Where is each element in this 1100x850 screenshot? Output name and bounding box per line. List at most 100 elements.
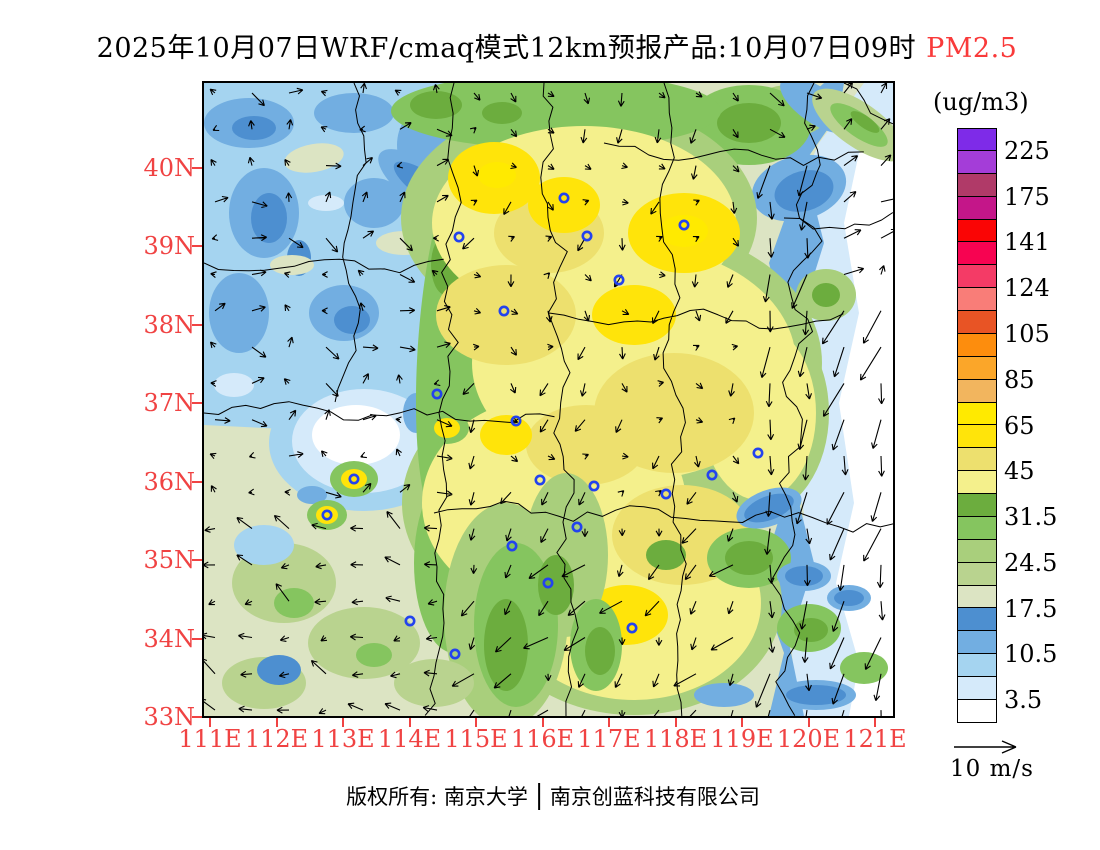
contour-region <box>850 111 880 133</box>
contour-region <box>297 486 327 504</box>
contour-region <box>232 116 276 140</box>
title-main: 2025年10月07日WRF/cmaq模式12km预报产品:10月07日09时 <box>96 33 917 64</box>
legend-cell <box>957 402 997 426</box>
y-axis-tick <box>192 402 202 405</box>
contour-region <box>214 373 254 397</box>
wind-reference-arrow-icon <box>954 740 1017 754</box>
title-pollutant: PM2.5 <box>926 33 1018 64</box>
footer-separator <box>537 782 540 810</box>
city-marker <box>558 192 570 204</box>
contour-region <box>840 652 888 684</box>
legend-cell <box>957 356 997 380</box>
legend-cell <box>957 242 997 266</box>
y-axis-tick-label: 33N <box>143 703 195 732</box>
contour-region <box>410 91 462 119</box>
legend-cell <box>957 631 997 655</box>
legend-cell <box>957 471 997 494</box>
contour-region <box>308 607 420 679</box>
city-marker <box>613 274 625 286</box>
legend-value-label: 10.5 <box>1004 640 1058 669</box>
city-marker <box>506 540 518 552</box>
city-marker <box>321 509 333 521</box>
contour-region <box>836 123 893 716</box>
contour-region <box>725 541 773 575</box>
map-frame <box>202 81 895 718</box>
legend-value-label: 17.5 <box>1004 594 1058 623</box>
contour-region <box>812 283 840 307</box>
legend-cell <box>957 379 997 403</box>
wind-vectors <box>204 83 893 716</box>
legend-cell <box>957 699 997 723</box>
colorbar <box>957 128 997 723</box>
page-title: 2025年10月07日WRF/cmaq模式12km预报产品:10月07日09时 P… <box>97 26 1018 65</box>
city-marker <box>542 577 554 589</box>
legend-cell <box>957 516 997 540</box>
x-axis-tick-label: 112E <box>244 725 309 753</box>
y-axis-tick-label: 39N <box>143 232 195 261</box>
contour-region <box>717 103 781 143</box>
legend-cell <box>957 150 997 174</box>
contour-region <box>316 506 338 524</box>
wind-reference: 10 m/s <box>950 738 1060 782</box>
legend-cell <box>957 128 997 151</box>
y-axis-tick <box>192 559 202 562</box>
city-marker <box>404 615 416 627</box>
y-axis-tick <box>192 167 202 169</box>
y-axis-tick-label: 40N <box>143 154 195 182</box>
legend-cell <box>957 585 997 609</box>
footer-company: 南京创蓝科技有限公司 <box>549 785 760 809</box>
legend-value-label: 124 <box>1004 274 1050 303</box>
city-marker <box>498 305 510 317</box>
legend-cell <box>957 539 997 563</box>
city-marker <box>431 388 443 400</box>
contour-region <box>785 566 823 586</box>
legend-value-label: 65 <box>1004 411 1035 440</box>
contour-region <box>257 655 301 685</box>
contour-region <box>312 405 400 465</box>
y-axis-tick-label: 34N <box>143 624 195 653</box>
y-axis-tick-label: 36N <box>143 467 195 496</box>
contour-region <box>786 685 846 705</box>
x-axis-tick <box>475 718 477 727</box>
legend-cell <box>957 608 997 632</box>
wind-reference-label: 10 m/s <box>950 756 1034 782</box>
city-marker <box>752 447 764 459</box>
legend-cell <box>957 173 997 197</box>
x-axis-tick-label: 119E <box>710 725 774 753</box>
x-axis-tick-label: 116E <box>510 725 575 753</box>
legend-cell <box>957 677 997 700</box>
city-marker <box>534 474 546 486</box>
contour-region <box>702 326 816 500</box>
contour-region <box>482 102 522 124</box>
legend-cell <box>957 333 997 357</box>
contour-region <box>209 273 269 353</box>
footer: 版权所有: 南京大学 南京创蓝科技有限公司 <box>346 781 760 811</box>
colorbar-unit-label: (ug/m3) <box>933 88 1029 116</box>
city-marker <box>588 480 600 492</box>
x-axis-tick-label: 120E <box>776 725 841 753</box>
legend-value-label: 105 <box>1004 319 1050 348</box>
y-axis-tick-label: 37N <box>143 389 195 418</box>
contour-region <box>592 285 676 345</box>
city-marker <box>706 469 718 481</box>
contour-region <box>341 469 367 489</box>
contour-region <box>830 103 888 147</box>
legend-value-label: 24.5 <box>1004 548 1058 577</box>
city-marker <box>626 622 638 634</box>
contour-region <box>660 215 708 247</box>
contour-region <box>646 540 686 570</box>
y-axis-tick-label: 38N <box>143 310 195 339</box>
x-axis-tick-label: 121E <box>843 725 907 753</box>
contour-region <box>234 525 294 565</box>
legend-cell <box>957 288 997 311</box>
contour-region <box>356 643 392 667</box>
city-marker <box>453 231 465 243</box>
y-axis-tick <box>192 716 202 719</box>
x-axis-tick <box>541 718 544 727</box>
x-axis-tick <box>608 718 610 727</box>
y-axis-tick-label: 35N <box>143 546 195 575</box>
contour-region <box>394 659 474 707</box>
legend-cell <box>957 425 997 449</box>
city-marker <box>510 415 522 427</box>
